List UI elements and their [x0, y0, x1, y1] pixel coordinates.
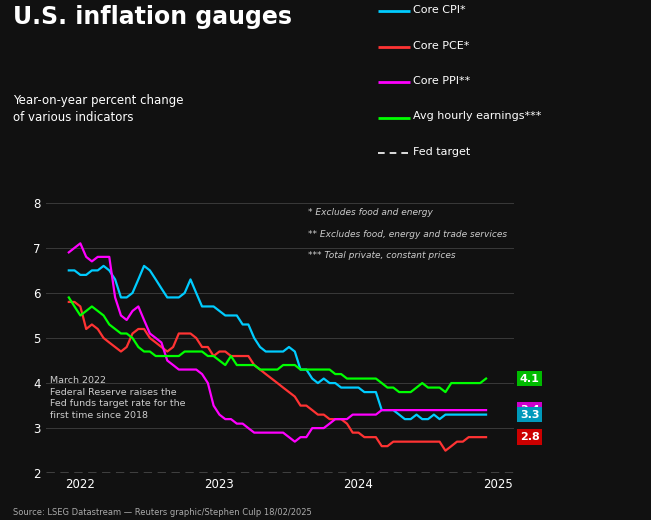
Text: Year-on-year percent change
of various indicators: Year-on-year percent change of various i…: [13, 94, 184, 124]
Text: Fed target: Fed target: [413, 147, 471, 157]
Text: Core CPI*: Core CPI*: [413, 5, 466, 15]
Text: ** Excludes food, energy and trade services: ** Excludes food, energy and trade servi…: [308, 230, 507, 239]
Text: March 2022
Federal Reserve raises the
Fed funds target rate for the
first time s: March 2022 Federal Reserve raises the Fe…: [50, 376, 186, 420]
Text: 3.3: 3.3: [520, 410, 539, 420]
Text: 4.1: 4.1: [520, 373, 540, 384]
Text: Core PCE*: Core PCE*: [413, 41, 470, 50]
Text: *** Total private, constant prices: *** Total private, constant prices: [308, 252, 456, 261]
Text: Source: LSEG Datastream — Reuters graphic/Stephen Culp 18/02/2025: Source: LSEG Datastream — Reuters graphi…: [13, 509, 312, 517]
Text: 2.8: 2.8: [520, 432, 540, 442]
Text: Core PPI**: Core PPI**: [413, 76, 471, 86]
Text: 3.4: 3.4: [520, 405, 540, 415]
Text: Avg hourly earnings***: Avg hourly earnings***: [413, 111, 542, 121]
Text: U.S. inflation gauges: U.S. inflation gauges: [13, 5, 292, 29]
Text: * Excludes food and energy: * Excludes food and energy: [308, 208, 433, 217]
